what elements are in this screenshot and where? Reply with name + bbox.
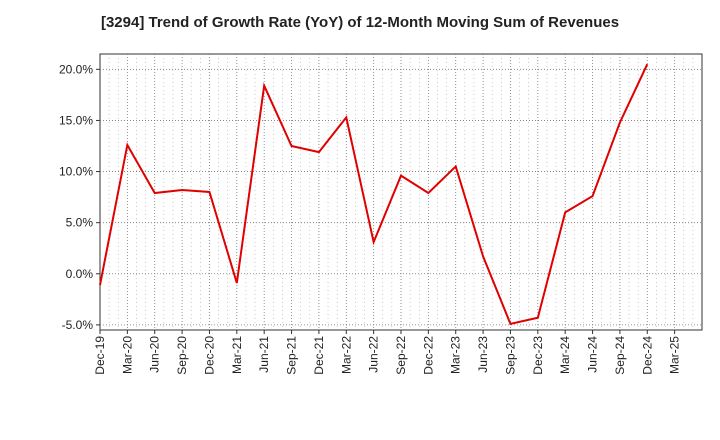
y-axis: 20.0% 15.0% 10.0% 5.0% 0.0% -5.0% — [59, 62, 100, 332]
x-tick-label: Jun-22 — [367, 336, 381, 373]
y-tick-label: 15.0% — [59, 113, 93, 127]
x-tick-label: Dec-20 — [202, 336, 216, 375]
x-tick-label: Jun-20 — [148, 336, 162, 373]
x-tick-label: Mar-25 — [668, 336, 682, 374]
x-tick-label: Mar-21 — [230, 336, 244, 374]
chart-title: [3294] Trend of Growth Rate (YoY) of 12-… — [100, 14, 620, 31]
x-tick-label: Dec-22 — [421, 336, 435, 375]
x-tick-label: Mar-20 — [120, 336, 134, 374]
x-tick-label: Jun-21 — [257, 336, 271, 373]
x-tick-label: Mar-23 — [449, 336, 463, 374]
y-tick-label: 0.0% — [66, 267, 94, 281]
x-tick-label: Dec-19 — [93, 336, 107, 375]
y-tick-label: 10.0% — [59, 165, 93, 179]
x-tick-label: Jun-23 — [476, 336, 490, 373]
x-tick-label: Dec-24 — [640, 336, 654, 375]
y-tick-label: -5.0% — [62, 318, 94, 332]
x-tick-label: Sep-23 — [503, 336, 517, 375]
x-tick-label: Mar-24 — [558, 336, 572, 374]
y-tick-label: 20.0% — [59, 62, 93, 76]
x-tick-label: Sep-20 — [175, 336, 189, 375]
x-tick-label: Sep-24 — [613, 336, 627, 375]
y-tick-label: 5.0% — [66, 216, 94, 230]
x-tick-label: Mar-22 — [339, 336, 353, 374]
x-axis: Dec-19 Mar-20 Jun-20 Sep-20 Dec-20 Mar-21 Jun-… — [93, 330, 682, 375]
x-tick-label: Dec-21 — [312, 336, 326, 375]
x-tick-label: Jun-24 — [586, 336, 600, 373]
x-tick-label: Sep-21 — [285, 336, 299, 375]
x-tick-label: Dec-23 — [531, 336, 545, 375]
x-tick-label: Sep-22 — [394, 336, 408, 375]
data-series — [99, 63, 649, 326]
